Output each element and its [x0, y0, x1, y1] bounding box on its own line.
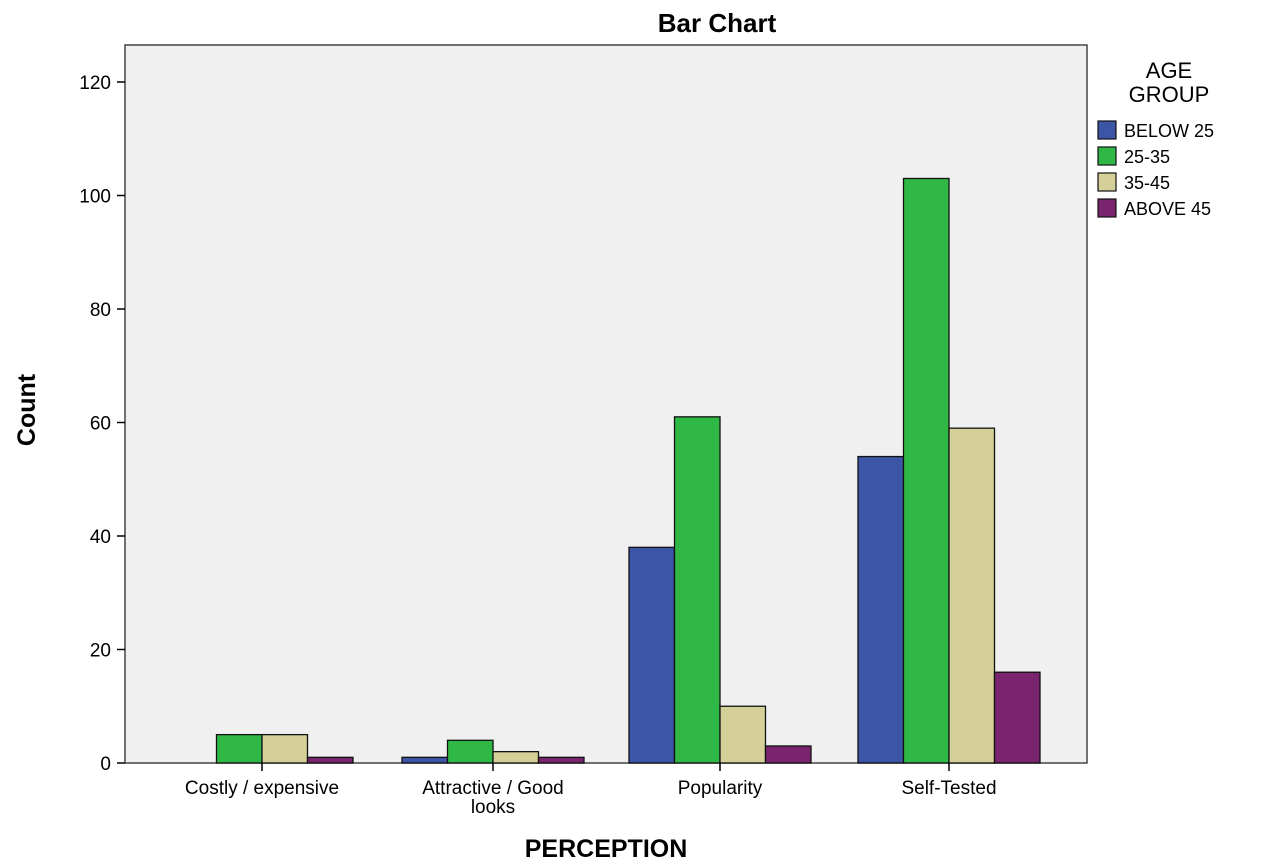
x-tick-label: Popularity — [678, 778, 763, 799]
legend-swatch — [1097, 120, 1117, 140]
legend-label: 35-45 — [1124, 173, 1170, 193]
bars-group — [215, 177, 1041, 764]
legend-swatch — [1097, 198, 1117, 218]
legend-title: GROUP — [1129, 82, 1210, 107]
x-tick-label: looks — [471, 797, 515, 818]
y-axis-title: Count — [13, 373, 41, 446]
bar — [628, 546, 676, 764]
bar — [673, 416, 721, 764]
y-tick-label: 20 — [90, 641, 111, 662]
y-tick-label: 60 — [90, 414, 111, 435]
bar — [492, 751, 540, 764]
bar — [719, 705, 767, 764]
bar — [401, 756, 449, 764]
chart-title: Bar Chart — [658, 8, 777, 38]
x-axis: Costly / expensive Attractive / Goodlooks… — [185, 763, 997, 818]
legend-label: 25-35 — [1124, 147, 1170, 167]
legend-swatch — [1097, 172, 1117, 192]
x-axis-title: PERCEPTION — [525, 835, 688, 863]
y-tick-label: 80 — [90, 300, 111, 321]
bar — [306, 756, 354, 764]
bar — [857, 455, 905, 764]
bar — [261, 733, 309, 764]
y-tick-label: 120 — [79, 73, 111, 94]
legend-swatch — [1097, 146, 1117, 166]
y-tick-label: 100 — [79, 187, 111, 208]
legend-title: AGE — [1146, 58, 1192, 83]
bar — [948, 427, 996, 764]
y-axis: 0 20 40 60 80 100 120 — [79, 73, 125, 775]
bar — [902, 177, 950, 764]
y-tick-label: 0 — [100, 754, 111, 775]
bar — [764, 745, 812, 764]
bar — [446, 739, 494, 764]
legend-label: ABOVE 45 — [1124, 199, 1211, 219]
x-tick-label: Attractive / Good — [422, 778, 564, 799]
bar — [215, 733, 263, 764]
bar — [537, 756, 585, 764]
bar — [993, 671, 1041, 764]
legend-label: BELOW 25 — [1124, 121, 1214, 141]
y-tick-label: 40 — [90, 527, 111, 548]
x-tick-label: Self-Tested — [901, 778, 996, 799]
x-tick-label: Costly / expensive — [185, 778, 339, 799]
